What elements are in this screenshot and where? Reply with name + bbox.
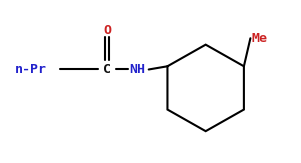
Text: n-Pr: n-Pr [15,63,47,76]
Text: Me: Me [251,32,267,45]
Text: C: C [103,63,111,76]
Text: O: O [103,24,111,37]
Text: NH: NH [129,63,145,76]
